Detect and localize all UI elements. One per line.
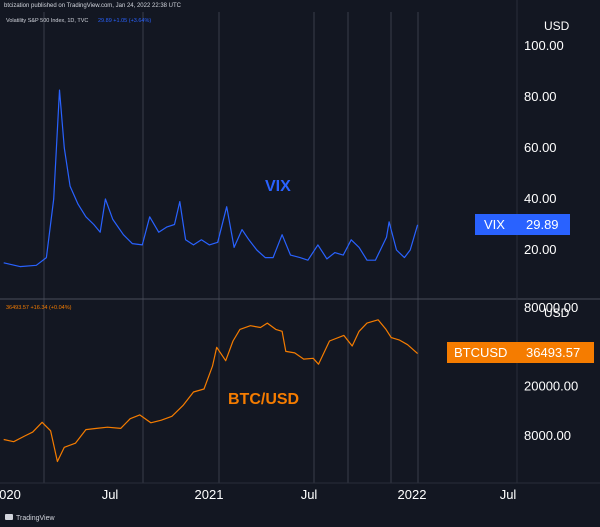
btc-price-tag-symbol: BTCUSD [454,345,507,360]
vix-chart-label: VIX [265,178,291,195]
btc-axis-tick-label: 20000.00 [524,378,578,393]
vix-price-tag: VIX 29.89 [475,214,570,235]
vix-series-title[interactable]: Volatility S&P 500 Index, 1D, TVC [6,18,88,24]
publish-info: btcization published on TradingView.com,… [4,3,182,9]
vix-axis-tick-label: 40.00 [524,191,557,206]
tradingview-logo-icon [5,514,13,520]
vix-series-values: 29.89 +1.05 (+3.64%) [98,18,151,24]
btc-chart-label: BTC/USD [228,391,299,408]
vix-price-tag-symbol: VIX [484,217,505,232]
btc-price-tag: BTCUSD 36493.57 [447,342,594,363]
vertical-gridlines [43,12,419,483]
vix-axis-tick-label: 20.00 [524,242,557,257]
vix-price-tag-value: 29.89 [526,217,559,232]
vix-axis-tick-label: 60.00 [524,140,557,155]
btc-axis-tick-label: 80000.00 [524,300,578,315]
time-axis-label: 2021 [195,487,224,502]
vix-price-axis[interactable]: 100.00 80.00 60.00 40.00 20.00 [524,38,564,257]
btc-price-tag-value: 36493.57 [526,345,580,360]
vix-axis-tick-label: 100.00 [524,38,564,53]
btc-series-values: 36493.57 +16.34 (+0.04%) [6,305,72,311]
vix-currency-label: USD [544,19,570,33]
vix-series-line[interactable] [3,89,419,268]
btc-series-line[interactable] [3,319,418,463]
time-axis-label: 2022 [398,487,427,502]
vix-axis-tick-label: 80.00 [524,89,557,104]
btc-currency-label: USD [544,306,570,320]
btc-price-tag-bg [447,342,594,363]
time-axis-label: 020 [0,487,21,502]
time-axis-label: Jul [301,487,318,502]
vix-price-tag-bg [475,214,570,235]
btc-price-axis[interactable]: 80000.00 20000.00 8000.00 [524,300,578,443]
footer-brand: TradingView [16,515,55,522]
time-axis[interactable]: 020 Jul 2021 Jul 2022 Jul [0,487,516,502]
time-axis-label: Jul [102,487,119,502]
btc-axis-tick-label: 8000.00 [524,428,571,443]
time-axis-label: Jul [500,487,517,502]
tradingview-footer: TradingView [5,514,55,522]
